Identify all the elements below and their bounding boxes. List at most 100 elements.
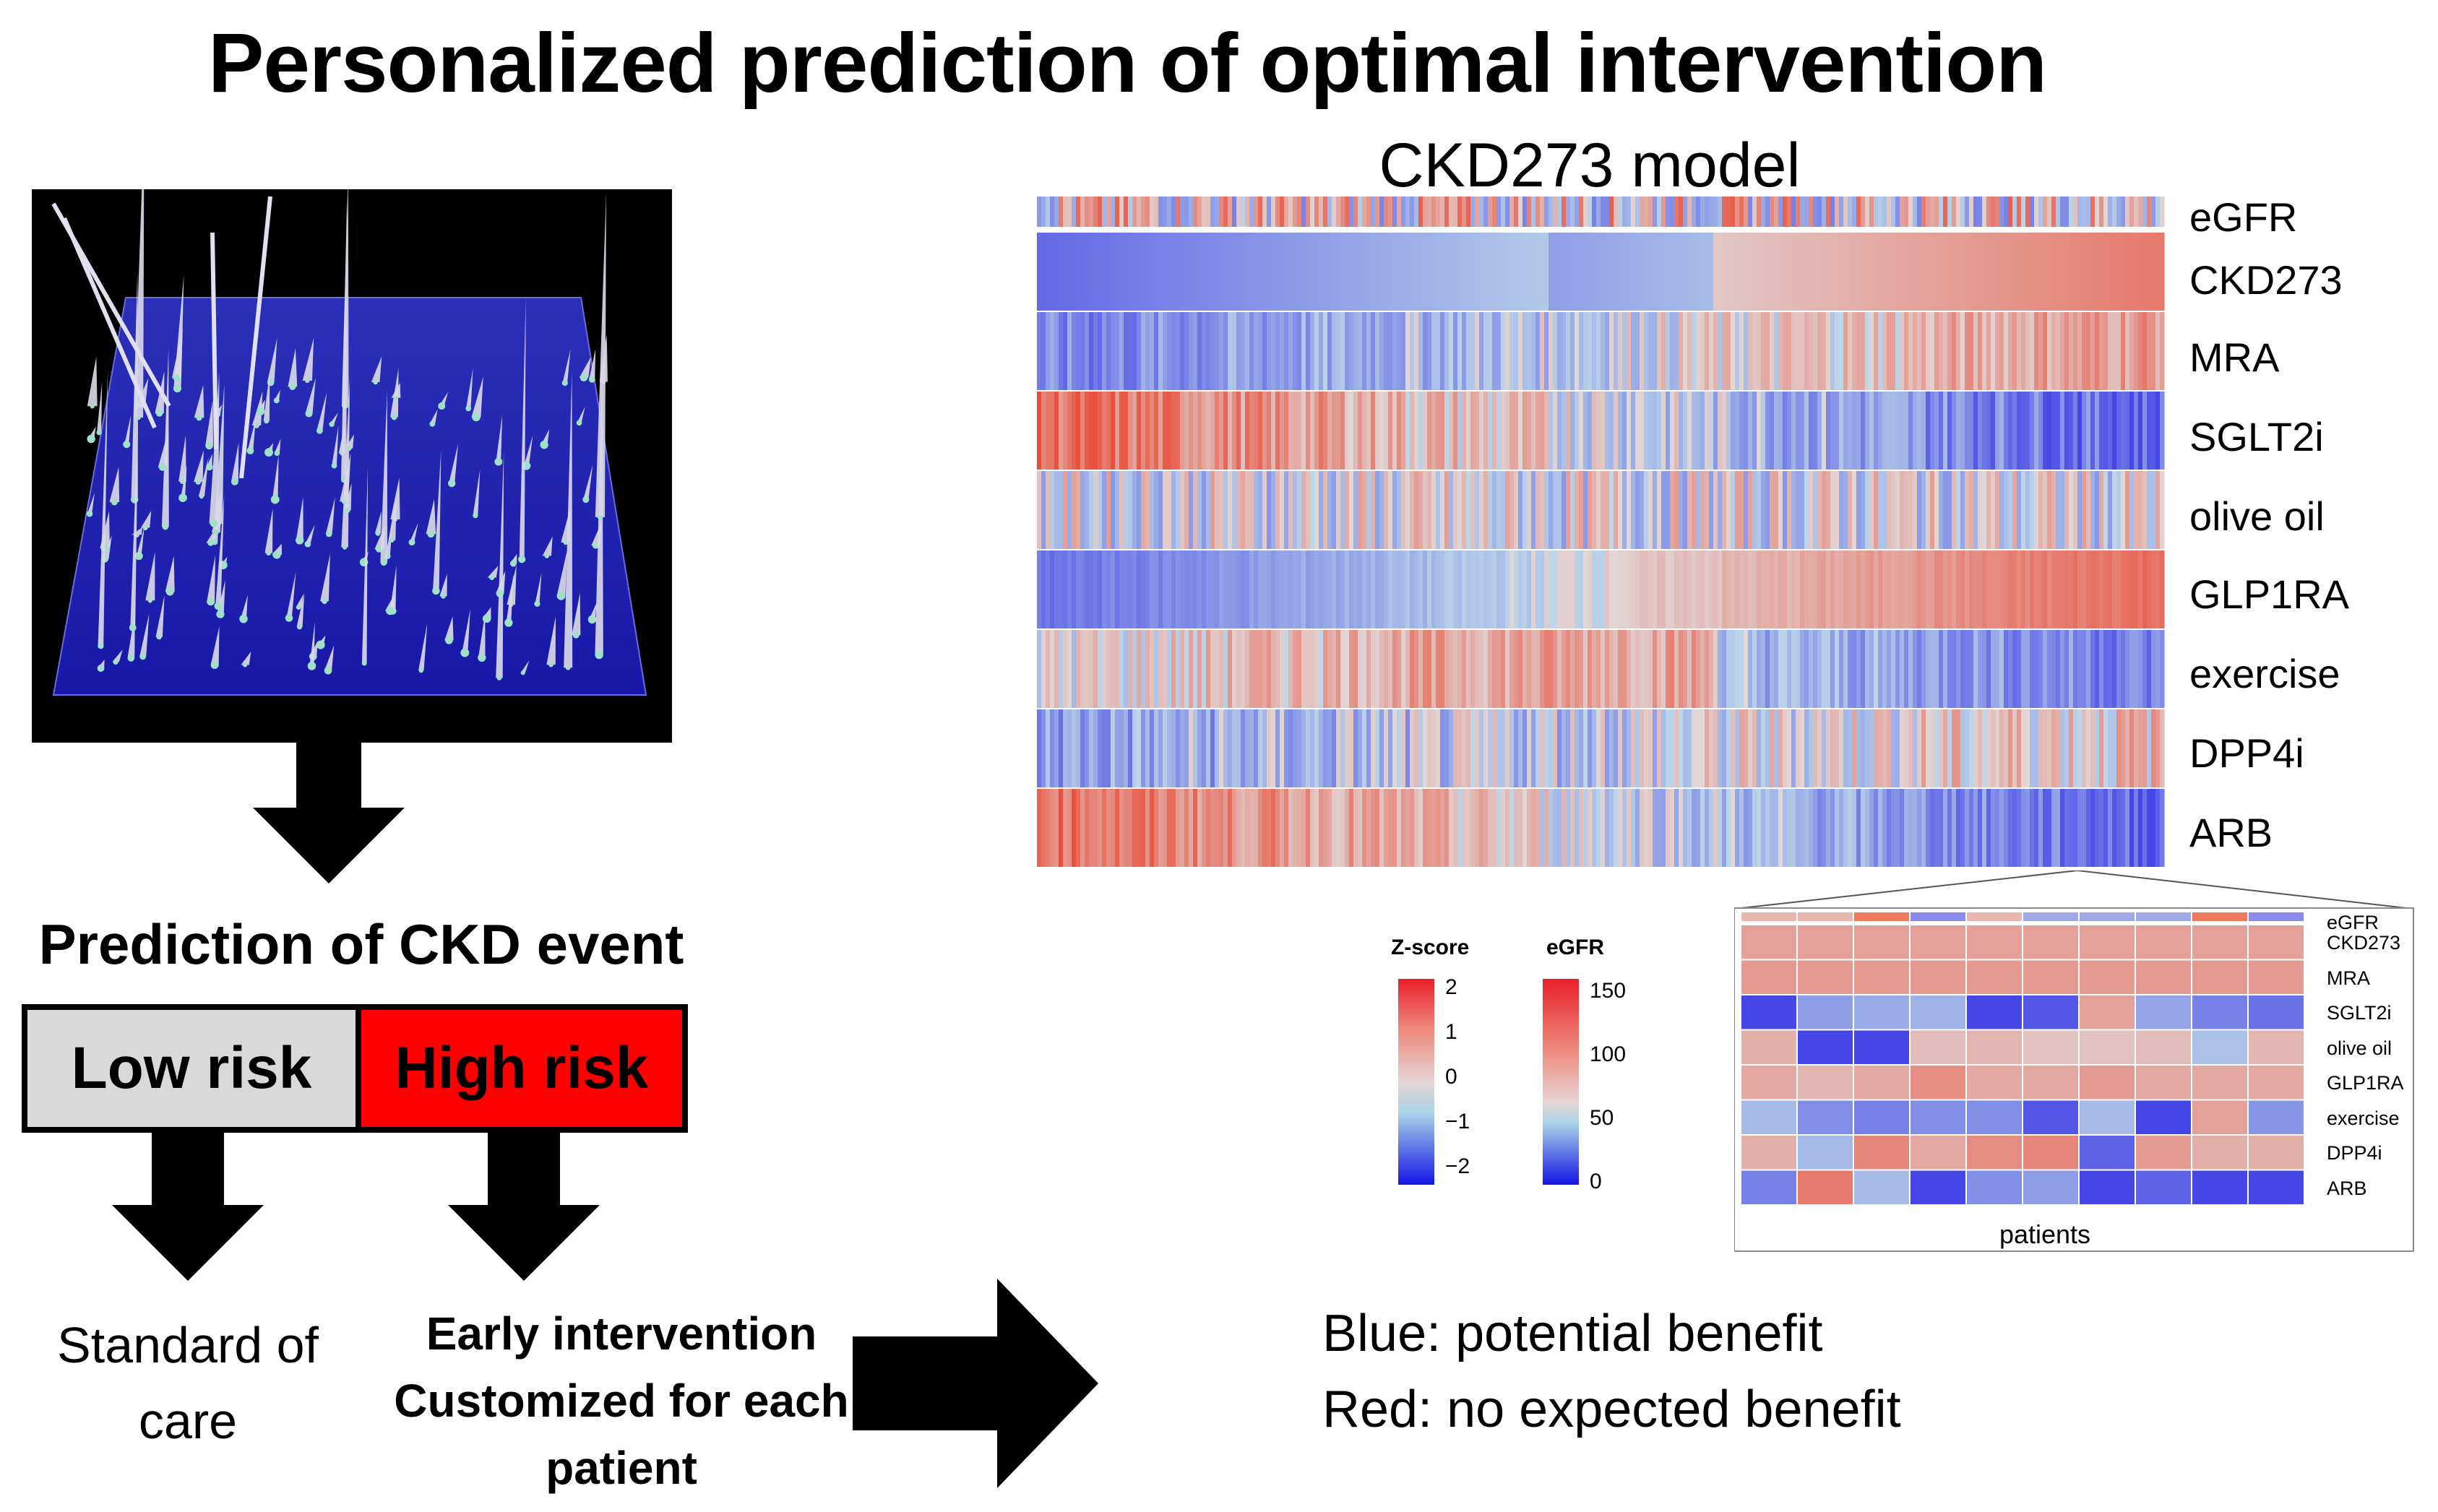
heatmap-cell bbox=[1800, 630, 1805, 708]
heatmap-cell bbox=[2025, 709, 2030, 787]
heatmap-cell bbox=[1431, 233, 1436, 311]
heatmap-cell bbox=[1852, 196, 1857, 227]
heatmap-cell bbox=[1332, 709, 1337, 787]
zscore-tick: 0 bbox=[1445, 1065, 1457, 1089]
heatmap-cell bbox=[1288, 709, 1293, 787]
heatmap-cell bbox=[2073, 312, 2078, 390]
heatmap-cell bbox=[2086, 392, 2091, 470]
heatmap-cell bbox=[1744, 392, 1749, 470]
heatmap-cell bbox=[1375, 233, 1380, 311]
heatmap-cell bbox=[1206, 196, 1211, 227]
heatmap-cell bbox=[1882, 630, 1887, 708]
heatmap-cell bbox=[1158, 471, 1163, 549]
heatmap-cell bbox=[1830, 233, 1835, 311]
inset-cell bbox=[1854, 1066, 1909, 1100]
heatmap-cell bbox=[2030, 233, 2035, 311]
heatmap-cell bbox=[1826, 392, 1831, 470]
heatmap-cell bbox=[1770, 233, 1775, 311]
heatmap-row-label: olive oil bbox=[2189, 493, 2325, 539]
heatmap-cell bbox=[1904, 196, 1909, 227]
heatmap-cell bbox=[1947, 233, 1952, 311]
heatmap-cell bbox=[1041, 630, 1046, 708]
down-arrow-icon bbox=[253, 743, 405, 884]
heatmap-cell bbox=[1692, 471, 1697, 549]
heatmap-cell bbox=[1869, 471, 1874, 549]
heatmap-cell bbox=[1679, 471, 1684, 549]
heatmap-cell bbox=[1501, 233, 1506, 311]
heatmap-cell bbox=[1522, 471, 1528, 549]
heatmap-cell bbox=[1067, 630, 1072, 708]
heatmap-cell bbox=[1470, 709, 1476, 787]
heatmap-cell bbox=[1865, 630, 1870, 708]
heatmap-cell bbox=[1722, 233, 1727, 311]
heatmap-cell bbox=[1839, 550, 1844, 628]
heatmap-cell bbox=[1219, 789, 1224, 867]
heatmap-cell bbox=[1401, 630, 1406, 708]
heatmap-cell bbox=[1427, 550, 1432, 628]
heatmap-cell bbox=[1548, 709, 1554, 787]
heatmap-cell bbox=[1653, 471, 1658, 549]
heatmap-cell bbox=[1601, 789, 1606, 867]
spectrum-peak bbox=[136, 526, 145, 556]
heatmap-cell bbox=[1644, 196, 1649, 227]
spectrum-peak bbox=[251, 391, 263, 425]
heatmap-cell bbox=[1219, 312, 1224, 390]
heatmap-cell bbox=[2116, 392, 2122, 470]
heatmap-cell bbox=[1878, 550, 1883, 628]
spectrum-peak bbox=[263, 371, 270, 421]
heatmap-cell bbox=[1856, 709, 1861, 787]
heatmap-cell bbox=[1900, 233, 1905, 311]
heatmap-cell bbox=[1210, 392, 1215, 470]
heatmap-cell bbox=[1913, 196, 1918, 227]
spectrum-tall-peak bbox=[239, 196, 272, 479]
heatmap-cell bbox=[1180, 196, 1185, 227]
heatmap-cell bbox=[2017, 709, 2022, 787]
heatmap-cell bbox=[1882, 233, 1887, 311]
heatmap-cell bbox=[1869, 196, 1874, 227]
heatmap-cell bbox=[1284, 392, 1289, 470]
heatmap-cell bbox=[1718, 312, 1723, 390]
heatmap-cell bbox=[1306, 471, 1311, 549]
heatmap-cell bbox=[1345, 709, 1350, 787]
heatmap-cell bbox=[2025, 550, 2030, 628]
heatmap-cell bbox=[1943, 709, 1948, 787]
heatmap-cell bbox=[1952, 789, 1957, 867]
heatmap-cell bbox=[1657, 550, 1662, 628]
heatmap-cell bbox=[1566, 789, 1571, 867]
heatmap-cell bbox=[2008, 312, 2013, 390]
heatmap-cell bbox=[1999, 392, 2004, 470]
heatmap-cell bbox=[1865, 196, 1870, 227]
prediction-title: Prediction of CKD event bbox=[38, 912, 684, 976]
inset-cell bbox=[1911, 960, 1965, 994]
heatmap-cell bbox=[1809, 233, 1814, 311]
heatmap-cell bbox=[2051, 392, 2056, 470]
heatmap-cell bbox=[1072, 196, 1077, 227]
heatmap-cell bbox=[1835, 233, 1840, 311]
heatmap-cell bbox=[1653, 392, 1658, 470]
heatmap-cell bbox=[1505, 471, 1510, 549]
heatmap-cell bbox=[1644, 789, 1649, 867]
heatmap-cell bbox=[1288, 550, 1293, 628]
spectrum-dot bbox=[429, 420, 436, 427]
heatmap-cell bbox=[1869, 709, 1874, 787]
heatmap-cell bbox=[2086, 471, 2091, 549]
heatmap-cell bbox=[1531, 392, 1536, 470]
heatmap-cell bbox=[1462, 630, 1467, 708]
heatmap-cell bbox=[2138, 312, 2143, 390]
heatmap-cell bbox=[1154, 471, 1159, 549]
heatmap-cell bbox=[1960, 709, 1965, 787]
spectrum-dot bbox=[556, 591, 566, 600]
spectrum-dot bbox=[273, 397, 280, 404]
heatmap-cell bbox=[2116, 312, 2122, 390]
spectrum-tall-peak bbox=[62, 217, 157, 429]
heatmap-cell bbox=[1986, 789, 1991, 867]
heatmap-cell bbox=[2030, 196, 2035, 227]
spectrum-peak bbox=[496, 415, 503, 462]
spectrum-dot bbox=[90, 404, 95, 409]
heatmap-cell bbox=[1509, 471, 1515, 549]
heatmap-cell bbox=[1796, 392, 1801, 470]
heatmap-cell bbox=[1913, 789, 1918, 867]
heatmap-cell bbox=[1774, 233, 1779, 311]
heatmap-cell bbox=[1223, 709, 1228, 787]
heatmap-cell bbox=[1384, 233, 1389, 311]
